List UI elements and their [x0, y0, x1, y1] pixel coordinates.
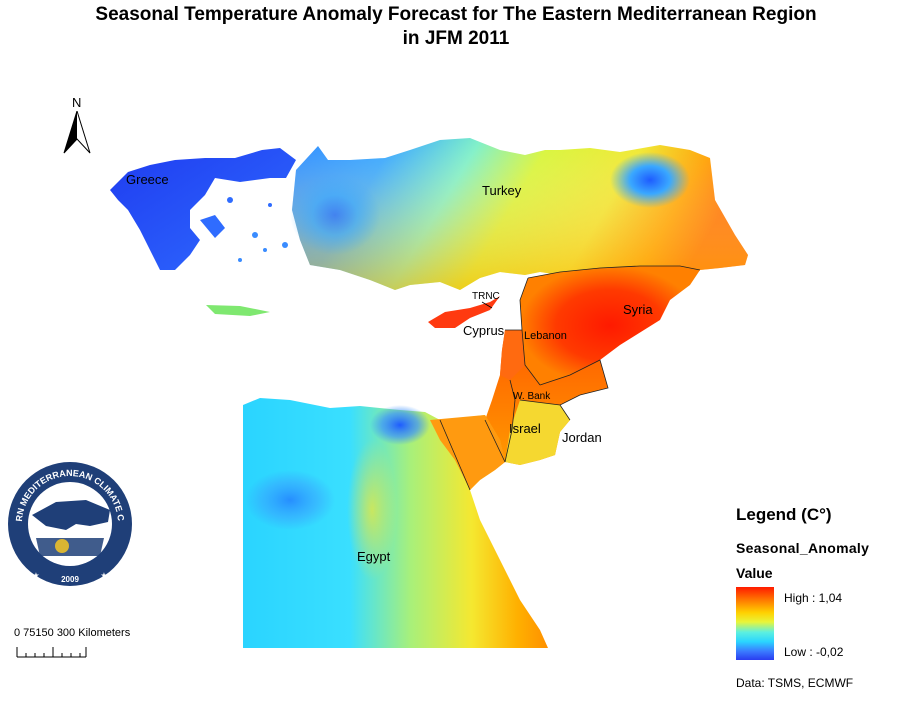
legend-value: Value — [736, 565, 773, 581]
label-syria: Syria — [623, 302, 653, 317]
label-jordan: Jordan — [562, 430, 602, 445]
svg-text:★: ★ — [32, 571, 39, 580]
scale-bar — [16, 647, 87, 658]
legend-color-ramp — [736, 587, 774, 660]
north-label: N — [72, 95, 82, 110]
logo-year: 2009 — [61, 575, 79, 584]
label-cyprus: Cyprus — [463, 323, 505, 338]
syria-region — [520, 266, 700, 385]
country-borders — [439, 265, 701, 491]
map-title-line2: in JFM 2011 — [402, 28, 510, 49]
label-greece: Greece — [126, 172, 169, 187]
turkey-region — [290, 138, 748, 290]
legend-low: Low : -0,02 — [784, 645, 844, 659]
cyprus-region — [428, 296, 500, 328]
label-turkey: Turkey — [482, 183, 522, 198]
legend-layer: Seasonal_Anomaly — [736, 540, 870, 556]
svg-text:★: ★ — [100, 571, 107, 580]
label-trnc: TRNC — [472, 291, 500, 302]
north-arrow: N — [62, 95, 92, 157]
data-source: Data: TSMS, ECMWF — [736, 676, 854, 690]
north-arrow-icon — [63, 111, 91, 154]
scale-label: 0 75150 300 Kilometers — [14, 627, 131, 639]
greece-region — [110, 148, 296, 316]
legend-heading: Legend (C°) — [736, 505, 832, 524]
legend-high: High : 1,04 — [784, 591, 843, 605]
emcc-logo-icon: EASTERN MEDITERRANEAN CLIMATE CENTRE 200… — [3, 452, 132, 586]
emcc-logo: EASTERN MEDITERRANEAN CLIMATE CENTRE 200… — [3, 452, 134, 588]
egypt-region — [243, 398, 548, 648]
label-lebanon: Lebanon — [524, 330, 567, 342]
map-title-line1: Seasonal Temperature Anomaly Forecast fo… — [95, 4, 817, 25]
label-israel: Israel — [509, 421, 541, 436]
levant-region — [485, 330, 608, 465]
label-egypt: Egypt — [357, 549, 391, 564]
label-wbank: W. Bank — [513, 391, 551, 402]
